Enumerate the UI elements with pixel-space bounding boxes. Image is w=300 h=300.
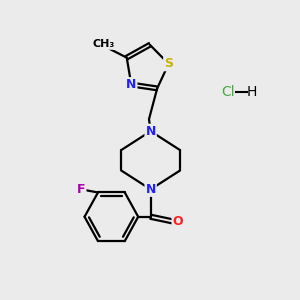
Text: N: N xyxy=(146,183,156,196)
Text: CH₃: CH₃ xyxy=(92,39,114,49)
Text: H: H xyxy=(247,85,257,99)
Text: F: F xyxy=(77,183,86,196)
Text: N: N xyxy=(126,78,136,91)
Text: Cl: Cl xyxy=(222,85,235,99)
Text: N: N xyxy=(146,125,156,138)
Text: S: S xyxy=(164,57,173,70)
Text: O: O xyxy=(172,215,183,228)
